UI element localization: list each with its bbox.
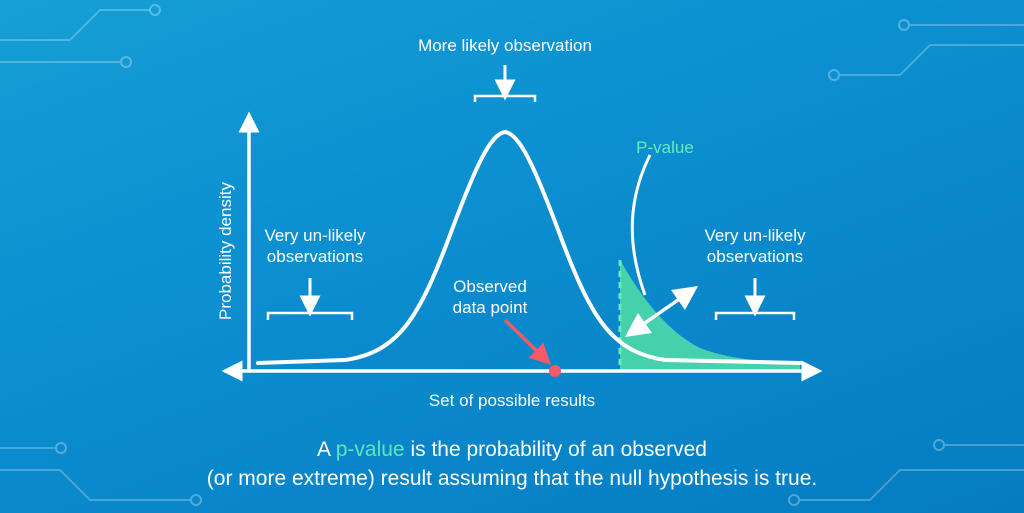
- text: (or more extreme) result assuming that t…: [207, 467, 817, 490]
- infographic-stage: More likely observation Very un-likely o…: [0, 0, 1024, 513]
- label-pvalue: P-value: [620, 137, 710, 158]
- text: data point: [453, 298, 528, 317]
- text: is the probability of an observed: [405, 438, 707, 461]
- caption: A p-value is the probability of an obser…: [0, 435, 1024, 494]
- bracket-left: [268, 313, 352, 320]
- label-observed: Observed data point: [440, 276, 540, 319]
- label-right-unlikely: Very un-likely observations: [690, 225, 820, 268]
- caption-highlight: p-value: [336, 438, 405, 461]
- text: Very un-likely: [264, 226, 365, 245]
- arrow-observed-point: [505, 320, 548, 362]
- y-axis-label: Probability density: [216, 182, 236, 320]
- text: A: [317, 438, 336, 461]
- text: Observed: [453, 277, 527, 296]
- label-more-likely: More likely observation: [400, 35, 610, 56]
- text: observations: [267, 247, 363, 266]
- text: Very un-likely: [704, 226, 805, 245]
- bracket-right: [716, 313, 794, 320]
- x-axis-label: Set of possible results: [0, 390, 1024, 411]
- text: observations: [707, 247, 803, 266]
- observed-data-point: [549, 365, 561, 377]
- label-left-unlikely: Very un-likely observations: [250, 225, 380, 268]
- bracket-top: [475, 96, 535, 102]
- pvalue-pointer-curve: [632, 155, 650, 295]
